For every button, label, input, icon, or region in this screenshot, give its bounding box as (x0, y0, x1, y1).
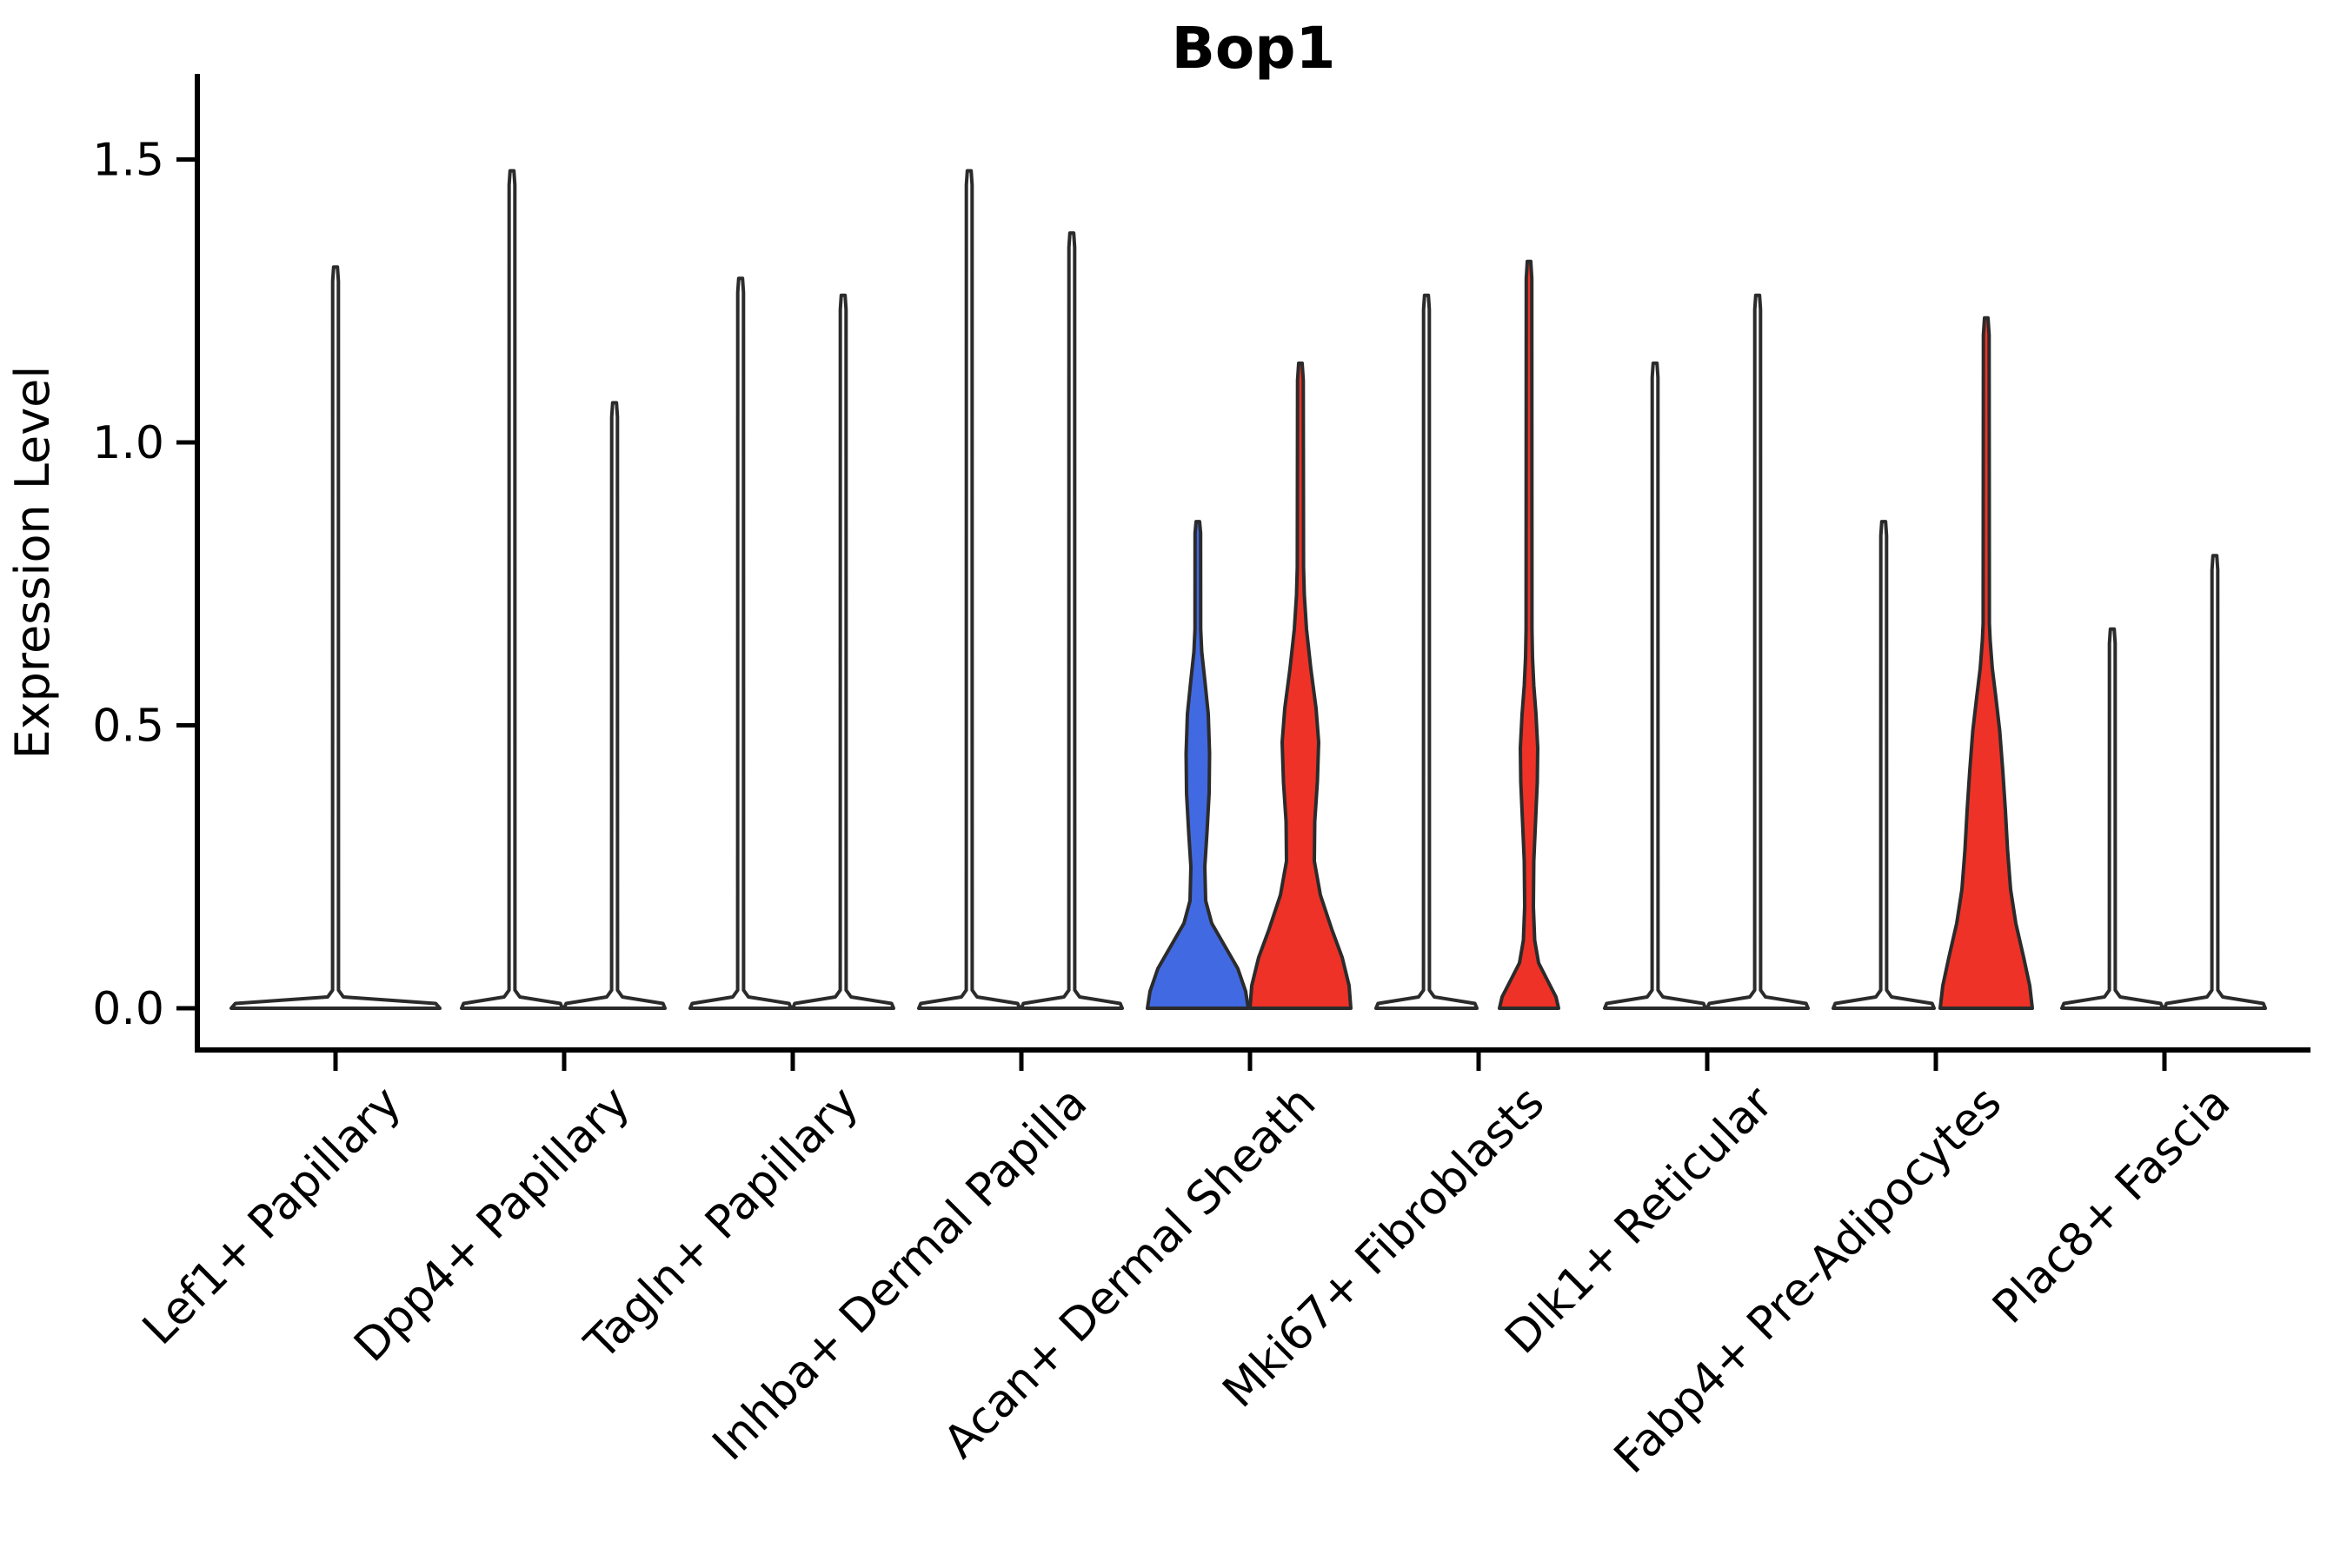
y-ticks-layer: 0.0 0.5 1.0 1.5 (92, 135, 197, 1035)
violin-lef1-papillary-center (229, 265, 442, 1010)
y-axis-label: Expression Level (5, 366, 60, 760)
violin-mki67-fibroblasts-right (1498, 259, 1560, 1010)
x-tick-label: Plac8+ Fascia (1983, 1077, 2240, 1334)
violin-fabp4-pre-adipocytes-left (1832, 520, 1936, 1010)
violin-mki67-fibroblasts-left (1374, 293, 1479, 1010)
violin-dpp4-papillary-right (562, 401, 667, 1010)
chart-title: Bop1 (1172, 15, 1336, 82)
violins-layer (229, 169, 2267, 1010)
y-tick-label: 0.0 (92, 983, 164, 1035)
y-tick-label: 1.5 (92, 135, 164, 187)
x-tick-label: Fabp4+ Pre-Adipocytes (1605, 1077, 2011, 1484)
violin-tagln-papillary-left (688, 276, 793, 1010)
violin-plac8-fascia-right (2163, 554, 2267, 1010)
violin-dpp4-papillary-left (460, 169, 564, 1010)
violin-dlk1-reticular-left (1603, 361, 1707, 1010)
violin-inhba-dermal-papilla-right (1020, 231, 1124, 1010)
y-tick-label: 1.0 (92, 417, 164, 469)
x-tick-label: Inhba+ Dermal Papilla (703, 1077, 1097, 1471)
violin-inhba-dermal-papilla-left (917, 169, 1021, 1010)
violin-dlk1-reticular-right (1705, 293, 1810, 1010)
violin-acan-dermal-sheath-right (1248, 361, 1353, 1010)
violin-plac8-fascia-left (2060, 627, 2164, 1010)
violin-acan-dermal-sheath-left (1146, 520, 1250, 1010)
x-tick-label: Acan+ Dermal Sheath (934, 1077, 1326, 1469)
axes-layer (195, 74, 2310, 1053)
violin-tagln-papillary-right (791, 293, 895, 1010)
violin-fabp4-pre-adipocytes-right (1938, 316, 2034, 1010)
y-tick-label: 0.5 (92, 701, 164, 753)
